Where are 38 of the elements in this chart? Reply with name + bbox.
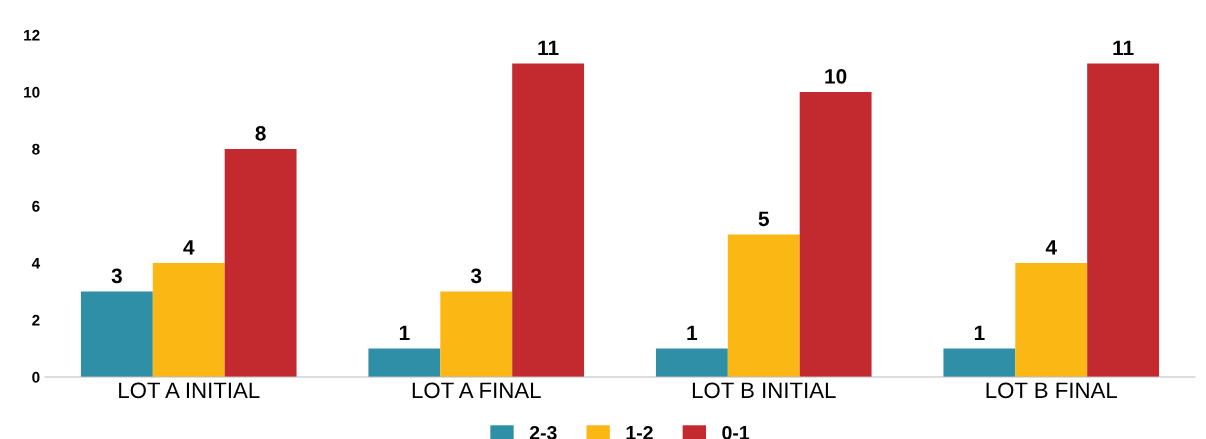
bar bbox=[80, 291, 153, 377]
data-label: 3 bbox=[111, 268, 122, 284]
y-tick-label: 8 bbox=[32, 143, 40, 155]
data-label: 5 bbox=[758, 211, 769, 227]
bar bbox=[727, 234, 800, 377]
x-tick-label: LOT B INITIAL bbox=[692, 382, 836, 399]
data-label: 1 bbox=[974, 325, 985, 341]
data-label: 3 bbox=[470, 268, 482, 284]
x-tick-label: LOT B FINAL bbox=[986, 382, 1117, 399]
data-label: 11 bbox=[1113, 40, 1134, 56]
bar bbox=[152, 263, 225, 377]
bar bbox=[655, 348, 728, 377]
data-label: 4 bbox=[183, 240, 195, 255]
y-tick-label: 10 bbox=[24, 86, 40, 98]
legend-label: 1-2 bbox=[626, 425, 653, 439]
data-label: 11 bbox=[538, 40, 559, 56]
bar bbox=[224, 149, 297, 377]
bar bbox=[368, 348, 441, 377]
bar bbox=[512, 63, 585, 377]
bar bbox=[1087, 63, 1160, 377]
legend-label: 0-1 bbox=[722, 425, 750, 439]
y-tick-label: 6 bbox=[32, 200, 40, 212]
data-label: 1 bbox=[687, 325, 698, 341]
bar bbox=[799, 92, 872, 377]
data-label: 1 bbox=[399, 325, 410, 341]
y-tick-label: 4 bbox=[31, 258, 41, 269]
data-label: 4 bbox=[1045, 240, 1057, 255]
legend-label: 2-3 bbox=[529, 425, 557, 439]
data-label: 8 bbox=[255, 125, 266, 141]
data-label: 10 bbox=[825, 68, 847, 84]
bar bbox=[440, 291, 513, 377]
bar bbox=[1015, 263, 1088, 377]
y-tick-label: 0 bbox=[32, 371, 40, 383]
bar bbox=[943, 348, 1016, 377]
x-tick-label: LOT A INITIAL bbox=[119, 382, 260, 399]
y-tick-label: 12 bbox=[24, 29, 40, 41]
y-tick-label: 2 bbox=[32, 314, 40, 326]
x-tick-label: LOT A FINAL bbox=[412, 382, 541, 399]
